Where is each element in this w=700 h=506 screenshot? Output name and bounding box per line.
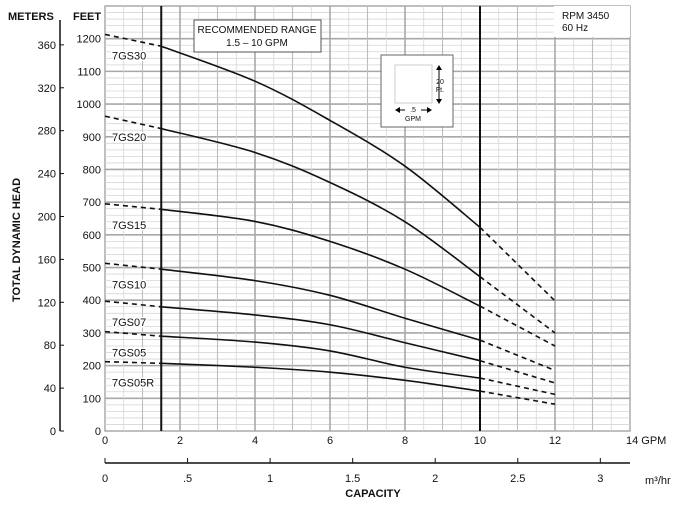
- vertical-arrow-icon: [436, 65, 442, 104]
- feet-tick-label: 700: [83, 197, 101, 209]
- performance-line: [161, 305, 481, 362]
- dashed-extension: [479, 276, 556, 334]
- gpm-tick-label: 0: [102, 435, 108, 447]
- feet-tick-label: 1100: [77, 66, 101, 78]
- curve-label: 7GS05: [112, 348, 146, 360]
- gpm-tick-label: 4: [252, 435, 258, 447]
- feet-tick-label: 300: [83, 328, 101, 340]
- feet-tick-label: 900: [83, 132, 101, 144]
- x-axis-title: CAPACITY: [345, 488, 401, 500]
- scale-horizontal-unit: GPM: [405, 116, 421, 123]
- dashed-extension: [104, 360, 162, 365]
- scale-horizontal-value: .5: [410, 107, 416, 114]
- dashed-extension: [104, 330, 162, 337]
- meters-tick-label: 200: [38, 211, 56, 223]
- gpm-tick-label: 8: [402, 435, 408, 447]
- meters-tick-label: 160: [38, 254, 56, 266]
- feet-axis-header: FEET: [73, 11, 101, 23]
- feet-tick-label: 200: [83, 361, 101, 373]
- curve-label: 7GS15: [112, 220, 146, 232]
- curve-7gs15: 7GS15: [104, 202, 556, 347]
- m3hr-tick-label: 3: [597, 473, 603, 485]
- pump-curves: 7GS30 7GS20 7GS15 7GS10 7GS07 7GS05 7GS05R: [104, 33, 556, 405]
- meters-tick-label: 360: [38, 40, 56, 52]
- meters-tick-label: 240: [38, 169, 56, 181]
- m3hr-unit-label: m³/hr: [645, 475, 671, 487]
- performance-line: [161, 335, 481, 379]
- m3hr-tick-label: .5: [183, 473, 192, 485]
- dashed-extension: [479, 390, 556, 405]
- feet-tick-label: 0: [95, 426, 101, 438]
- grid: [104, 5, 631, 432]
- meters-tick-label: 120: [38, 297, 56, 309]
- rpm-label: RPM 3450: [562, 11, 610, 22]
- recommended-range-values: 1.5 – 10 GPM: [226, 38, 288, 49]
- performance-line: [161, 362, 481, 392]
- gpm-tick-label: 14 GPM: [626, 435, 666, 447]
- performance-line: [161, 208, 481, 307]
- curve-label: 7GS20: [112, 132, 146, 144]
- dashed-extension: [104, 33, 162, 47]
- feet-tick-label: 1200: [77, 34, 101, 46]
- frequency-label: 60 Hz: [562, 23, 588, 34]
- curve-7gs07: 7GS07: [104, 300, 556, 384]
- performance-line: [160, 45, 481, 228]
- scale-key-box: 20 Ft. .5 GPM: [380, 54, 454, 128]
- dashed-extension: [104, 262, 162, 270]
- feet-tick-label: 500: [83, 263, 101, 275]
- gpm-tick-label: 10: [474, 435, 486, 447]
- horizontal-arrow-icon: [395, 107, 432, 113]
- curve-7gs10: 7GS10: [104, 262, 556, 372]
- y-axis-title: TOTAL DYNAMIC HEAD: [11, 178, 23, 302]
- scale-vertical-unit: Ft.: [436, 87, 444, 94]
- meters-tick-label: 80: [44, 340, 56, 352]
- axes: 0100200300400500600700800900100011001200…: [38, 20, 666, 485]
- recommended-range-title: RECOMMENDED RANGE: [198, 25, 317, 36]
- curve-7gs30: 7GS30: [104, 33, 556, 302]
- meters-tick-label: 40: [44, 383, 56, 395]
- feet-tick-label: 1000: [77, 99, 101, 111]
- gpm-tick-label: 12: [549, 435, 561, 447]
- curve-7gs05: 7GS05: [104, 330, 556, 396]
- dashed-extension: [104, 115, 162, 130]
- feet-tick-label: 800: [83, 164, 101, 176]
- meters-tick-label: 0: [50, 426, 56, 438]
- dashed-extension: [479, 359, 556, 384]
- meters-tick-label: 320: [38, 83, 56, 95]
- dashed-extension: [104, 202, 162, 211]
- meters-axis-header: METERS: [8, 11, 54, 23]
- meters-tick-label: 280: [38, 126, 56, 138]
- m3hr-tick-label: 1.5: [345, 473, 360, 485]
- m3hr-tick-label: 2: [432, 473, 438, 485]
- recommended-range-box: RECOMMENDED RANGE 1.5 – 10 GPM: [193, 19, 322, 53]
- curve-label: 7GS30: [112, 50, 146, 62]
- dashed-extension: [479, 377, 556, 396]
- dashed-extension: [479, 339, 556, 372]
- curve-7gs20: 7GS20: [104, 115, 556, 334]
- m3hr-tick-label: 0: [102, 473, 108, 485]
- gpm-tick-label: 6: [327, 435, 333, 447]
- performance-line: [161, 268, 481, 341]
- dashed-extension: [104, 300, 162, 308]
- feet-tick-label: 100: [83, 393, 101, 405]
- m3hr-tick-label: 1: [267, 473, 273, 485]
- feet-tick-label: 400: [83, 295, 101, 307]
- rpm-note-box: RPM 3450 60 Hz: [554, 6, 630, 37]
- feet-tick-label: 600: [83, 230, 101, 242]
- gpm-tick-label: 2: [177, 435, 183, 447]
- m3hr-tick-label: 2.5: [510, 473, 525, 485]
- curve-label: 7GS10: [112, 279, 146, 291]
- curve-label: 7GS05R: [112, 378, 154, 390]
- scale-vertical-value: 20: [436, 79, 444, 86]
- performance-line: [161, 127, 481, 278]
- curve-7gs05r: 7GS05R: [104, 360, 556, 405]
- curve-label: 7GS07: [112, 317, 146, 329]
